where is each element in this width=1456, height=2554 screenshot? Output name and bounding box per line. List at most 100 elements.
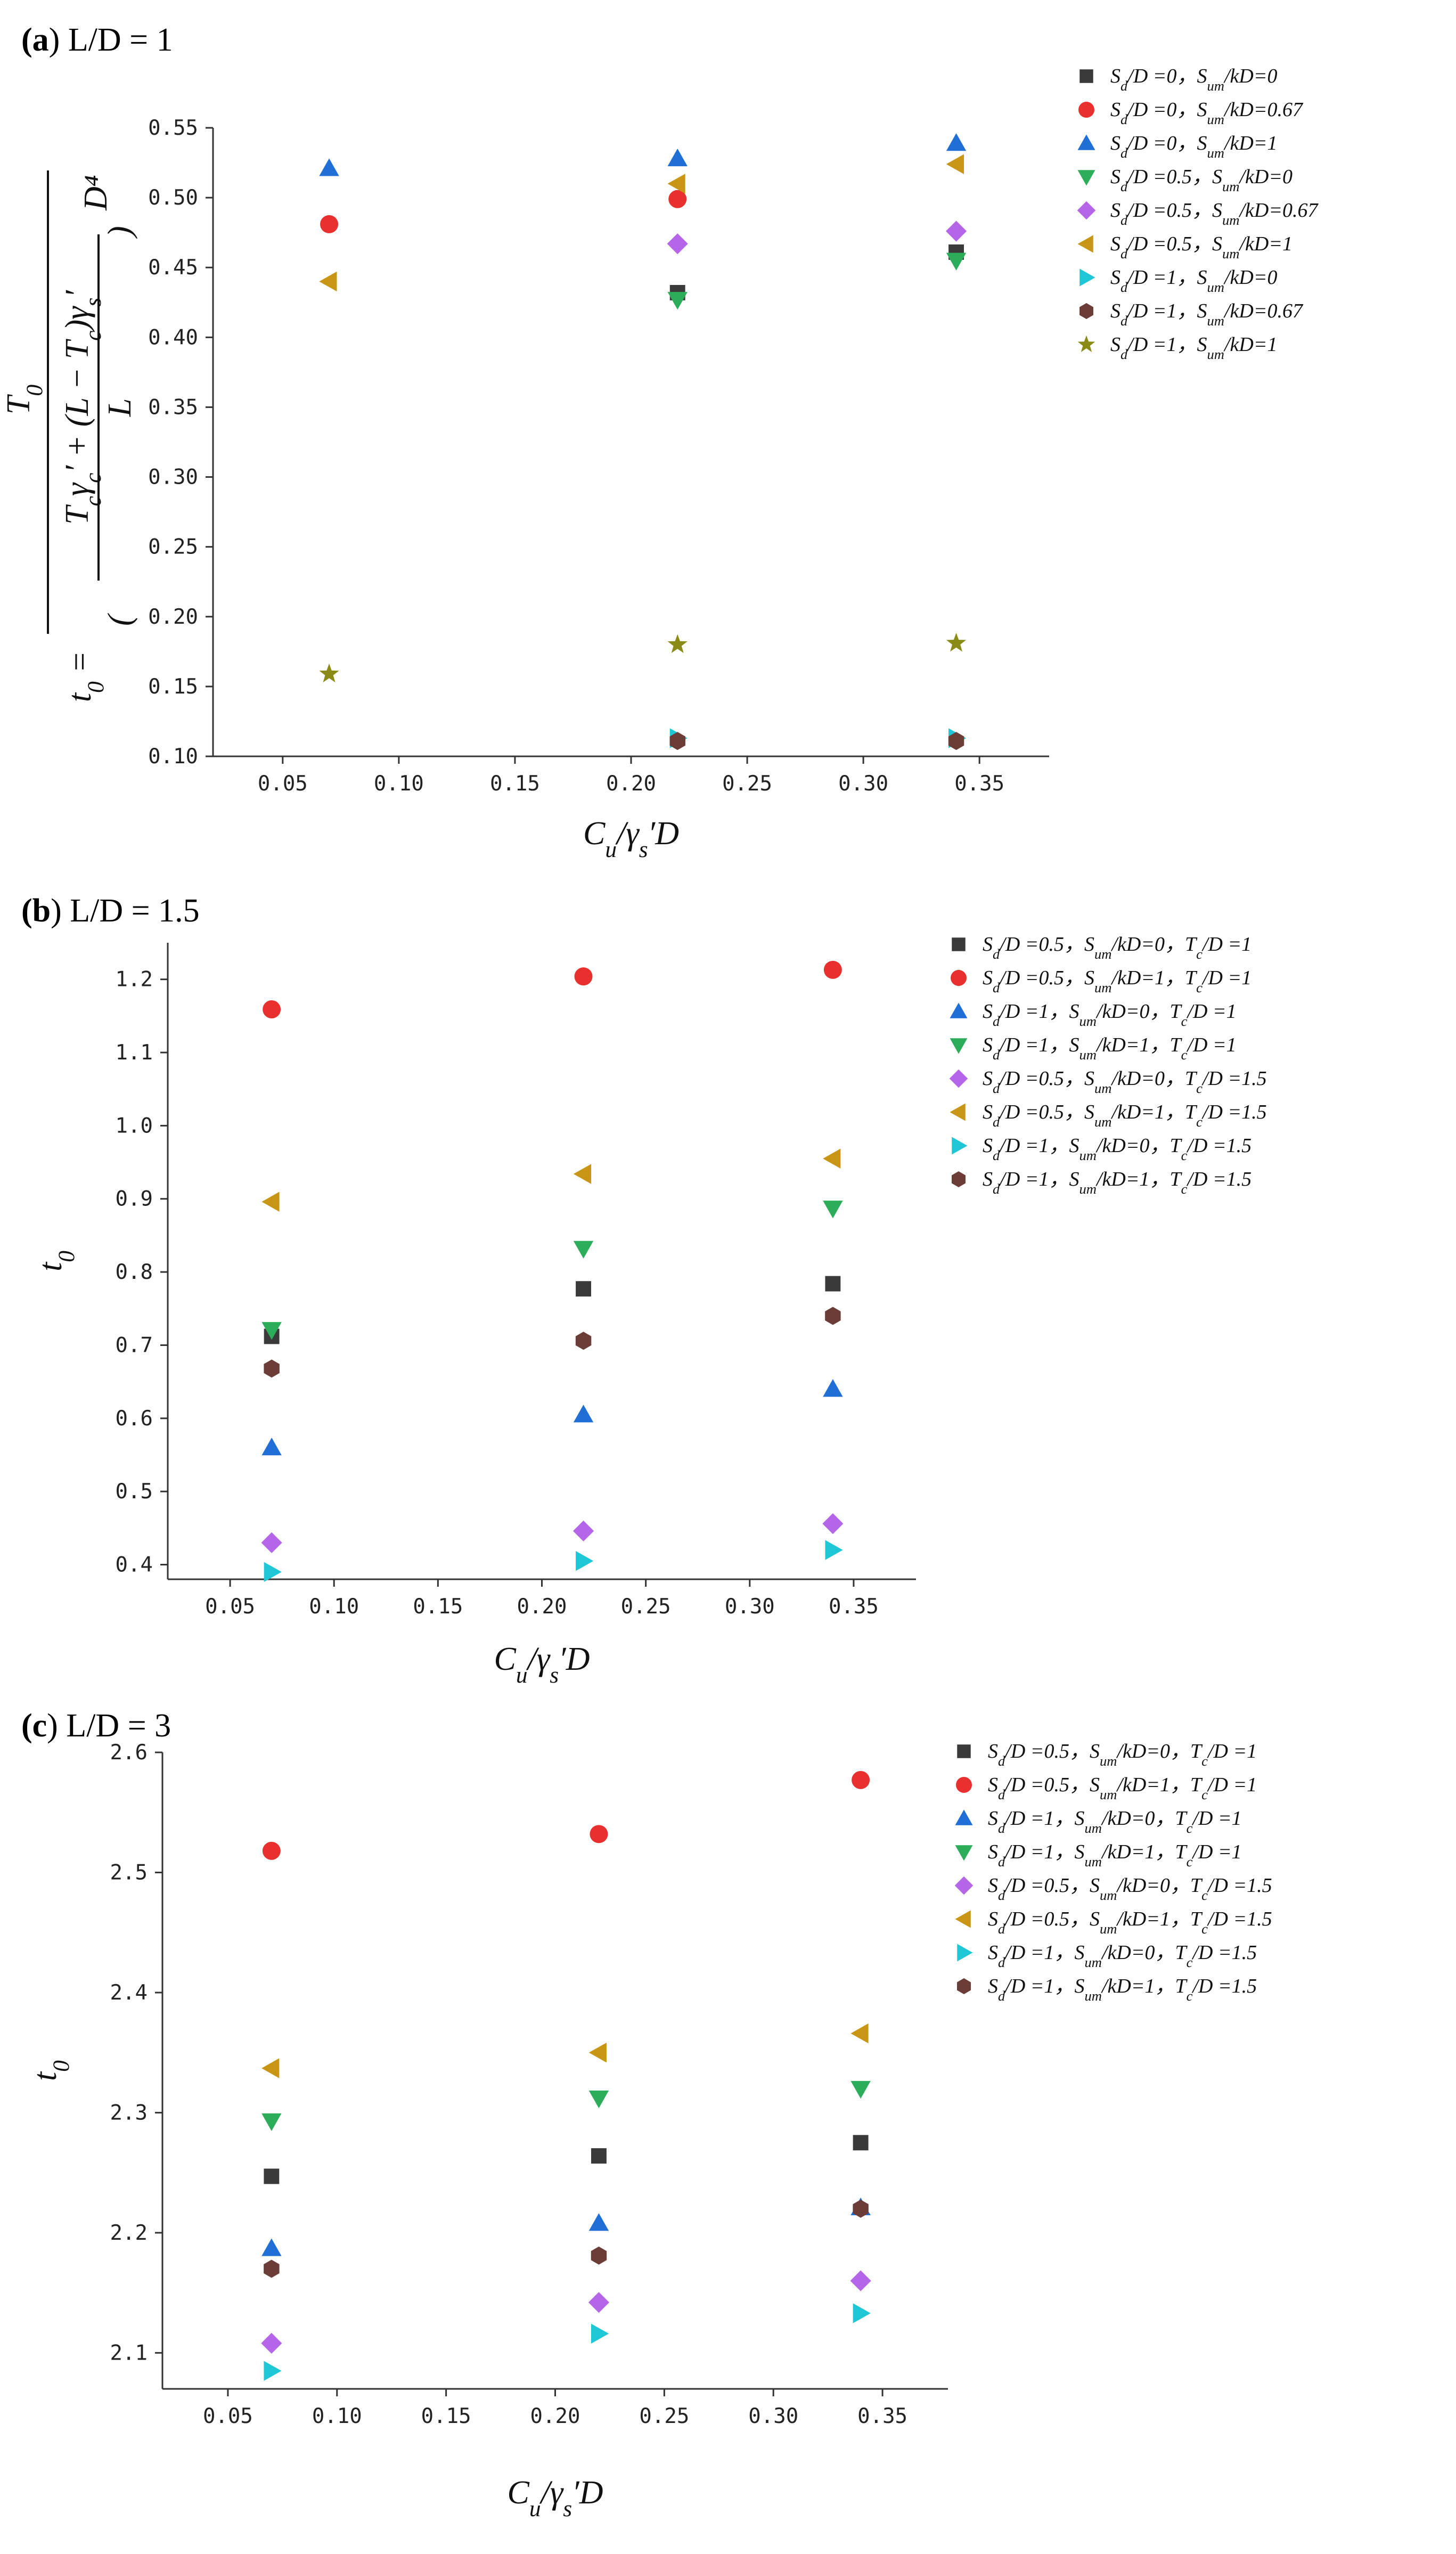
y-tick-label: 2.1 [110, 2341, 148, 2365]
y-axis-label: t0 [27, 2060, 74, 2081]
y-label-power: D⁴ [78, 175, 114, 211]
data-point [825, 1276, 841, 1292]
legend-marker [949, 1069, 968, 1088]
series-7 [669, 728, 967, 748]
legend: Sd/D =0.5，Sum/kD=0，Tc/D =1 Sd/D =0.5，Sum/… [954, 1740, 1272, 2004]
data-point [946, 221, 967, 242]
data-point [264, 1562, 282, 1582]
data-point [261, 2058, 280, 2078]
y-tick-label: 0.10 [148, 745, 198, 769]
legend-label: Sd/D =0，Sum/kD=1 [1110, 132, 1277, 161]
panel-2: (b) L/D = 1.5 0.05 0.10 0.15 0.20 0.25 0.30 0.3… [21, 893, 1267, 1688]
y-tick-label: 0.25 [148, 535, 198, 559]
data-point [263, 1000, 281, 1018]
data-point [573, 1405, 594, 1423]
data-point [573, 1241, 594, 1259]
data-point [576, 1551, 594, 1571]
data-point [825, 1540, 843, 1560]
y-tick-label: 2.2 [110, 2221, 148, 2245]
data-point [588, 2090, 609, 2109]
data-point [261, 1532, 282, 1553]
legend-marker [955, 1845, 973, 1861]
legend-label: Sd/D =1，Sum/kD=0.67 [1110, 300, 1304, 329]
legend-label: Sd/D =1，Sum/kD=0，Tc/D =1.5 [983, 1135, 1251, 1163]
series-1 [264, 2135, 869, 2184]
legend-label: Sd/D =0.5，Sum/kD=0，Tc/D =1.5 [988, 1874, 1272, 1903]
legend-marker [957, 1744, 971, 1758]
data-point [946, 252, 967, 271]
data-point [319, 271, 337, 292]
series-5 [261, 2270, 871, 2354]
data-point [850, 2080, 871, 2099]
data-point [261, 2113, 282, 2131]
data-point [850, 2023, 869, 2044]
y-axis-label: t0 =T0(Tcγc′ + (L − Tc)γs′L)D⁴ [1, 170, 138, 702]
legend-marker [1079, 268, 1095, 287]
y-tick-label: 0.5 [116, 1480, 153, 1504]
series-2 [262, 1770, 870, 1860]
legend-marker [951, 970, 967, 986]
legend-marker [952, 1171, 966, 1187]
series-7 [264, 2303, 871, 2381]
data-point [264, 2259, 280, 2278]
legend-label: Sd/D =1，Sum/kD=1，Tc/D =1 [988, 1841, 1242, 1870]
data-point [853, 2303, 871, 2323]
data-point [588, 2213, 609, 2231]
x-tick-label: 0.10 [312, 2404, 362, 2428]
legend-label: Sd/D =0.5，Sum/kD=0，Tc/D =1 [983, 933, 1251, 962]
data-point [946, 133, 967, 151]
x-tick-label: 0.15 [413, 1595, 463, 1619]
x-tick-label: 0.35 [857, 2404, 907, 2428]
y-axis-label: t0 [32, 1251, 79, 1271]
legend-marker [956, 1777, 972, 1793]
x-tick-label: 0.20 [530, 2404, 580, 2428]
data-point [573, 1520, 594, 1541]
series-4 [667, 252, 967, 310]
series-2 [320, 190, 687, 233]
y-tick-label: 0.6 [116, 1407, 153, 1431]
series-7 [264, 1540, 843, 1582]
y-tick-label: 0.7 [116, 1333, 153, 1357]
data-point [573, 1164, 592, 1184]
data-point [853, 2135, 869, 2151]
legend-marker [1077, 235, 1093, 253]
panel-title: (b) L/D = 1.5 [21, 893, 200, 929]
x-tick-label: 0.10 [309, 1595, 359, 1619]
panel-1: (a) L/D = 1 0.05 0.10 0.15 0.20 0.25 0.30 0.35 0… [1, 22, 1319, 862]
data-point [946, 633, 967, 652]
data-point [319, 158, 339, 176]
legend-marker [1079, 303, 1093, 319]
legend-marker [1077, 201, 1096, 220]
y-tick-label: 0.8 [116, 1260, 153, 1284]
data-point [590, 1825, 608, 1843]
data-point [667, 634, 688, 654]
legend-marker [1077, 134, 1095, 150]
data-point [825, 1307, 841, 1325]
legend-label: Sd/D =1，Sum/kD=0，Tc/D =1 [988, 1807, 1242, 1836]
x-tick-label: 0.35 [954, 772, 1004, 796]
y-label-numerator: T0 [1, 385, 47, 414]
legend-label: Sd/D =1，Sum/kD=0，Tc/D =1.5 [988, 1941, 1257, 1970]
y-label-denominator-bottom: L [102, 398, 138, 417]
y-tick-label: 0.9 [116, 1187, 153, 1211]
x-axis-label: Cu/γs′D [494, 1641, 590, 1688]
x-tick-label: 0.10 [374, 772, 424, 796]
series-4 [261, 2080, 871, 2131]
legend-label: Sd/D =1，Sum/kD=1 [1110, 333, 1277, 362]
data-point [667, 233, 688, 255]
legend-label: Sd/D =0.5，Sum/kD=0 [1110, 166, 1293, 194]
legend-marker [1077, 170, 1095, 186]
series-8 [669, 732, 964, 750]
y-tick-label: 0.4 [116, 1553, 153, 1577]
y-tick-label: 2.6 [110, 1741, 148, 1765]
y-tick-label: 2.4 [110, 1981, 148, 2005]
legend-marker [950, 1002, 968, 1018]
legend-label: Sd/D =1，Sum/kD=1，Tc/D =1 [983, 1034, 1237, 1063]
legend-label: Sd/D =0.5，Sum/kD=1，Tc/D =1.5 [988, 1908, 1272, 1937]
data-point [946, 154, 964, 174]
data-point [591, 2246, 607, 2265]
series-6 [261, 1148, 841, 1212]
data-point [948, 732, 964, 750]
y-label-paren-right: ) [102, 226, 138, 239]
